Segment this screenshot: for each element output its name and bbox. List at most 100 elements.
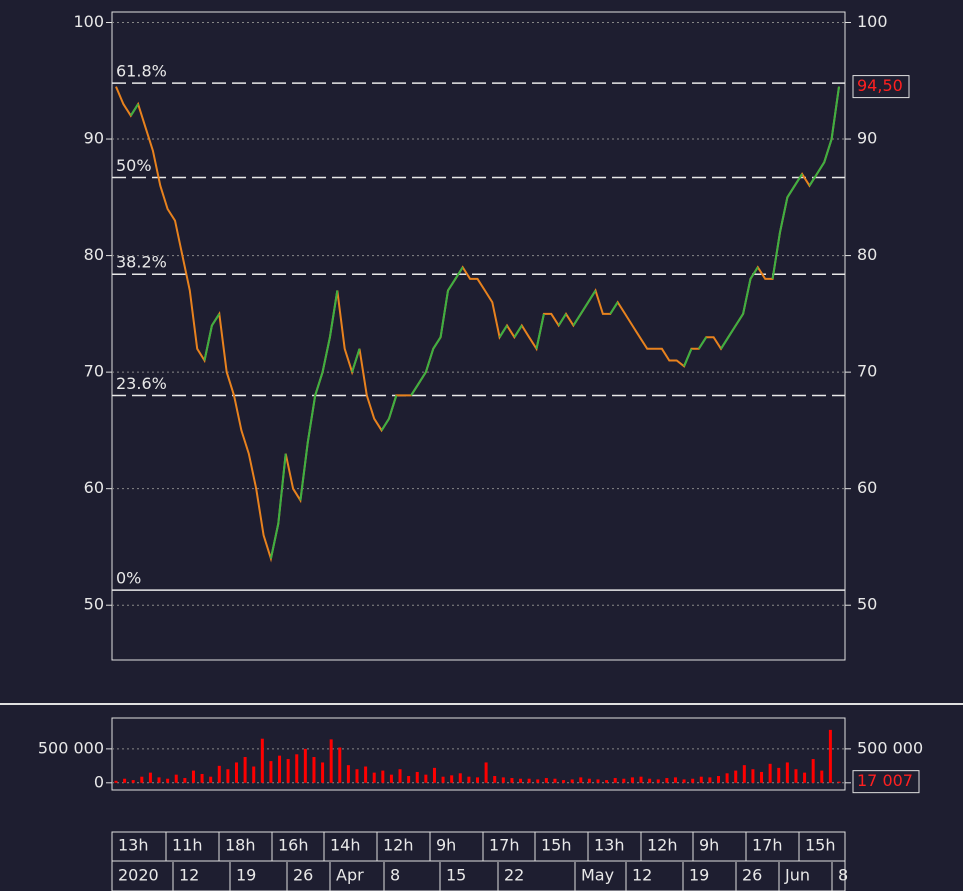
up-segment bbox=[269, 523, 280, 559]
up-segment bbox=[557, 313, 567, 327]
volume-bar bbox=[837, 781, 841, 783]
up-segment bbox=[447, 278, 457, 292]
up-segment bbox=[535, 313, 545, 350]
up-segment bbox=[454, 266, 464, 280]
y-tick-label: 80 bbox=[84, 245, 104, 264]
volume-bar bbox=[665, 778, 669, 783]
volume-bar bbox=[226, 769, 230, 783]
volume-bar bbox=[544, 778, 548, 783]
time-label: 9h bbox=[699, 836, 719, 855]
volume-bar bbox=[536, 779, 540, 783]
up-segment bbox=[417, 371, 427, 385]
time-label: May bbox=[581, 866, 614, 885]
volume-bar bbox=[321, 762, 325, 783]
up-segment bbox=[727, 324, 737, 338]
volume-bar bbox=[114, 780, 118, 783]
time-label: 17h bbox=[489, 836, 520, 855]
volume-bar bbox=[562, 780, 566, 783]
volume-bar bbox=[570, 779, 574, 783]
volume-bar bbox=[252, 766, 256, 783]
up-segment bbox=[749, 266, 759, 280]
up-segment bbox=[587, 290, 597, 303]
volume-frame bbox=[111, 717, 846, 791]
up-segment bbox=[720, 336, 730, 350]
volume-bar bbox=[458, 773, 462, 783]
y-tick-label: 500 000 bbox=[38, 738, 104, 757]
up-segment bbox=[683, 348, 693, 367]
up-segment bbox=[579, 301, 590, 315]
time-label: 17h bbox=[752, 836, 783, 855]
volume-bar bbox=[587, 778, 591, 783]
volume-bar bbox=[811, 759, 815, 783]
up-segment bbox=[203, 325, 213, 361]
up-segment bbox=[129, 103, 139, 117]
y-tick-label: 0 bbox=[94, 772, 104, 791]
fib-label: 0% bbox=[116, 569, 141, 588]
y-tick-label: 500 000 bbox=[857, 738, 923, 757]
up-segment bbox=[314, 371, 324, 396]
volume-bar bbox=[493, 776, 497, 783]
volume-bar bbox=[441, 776, 445, 783]
volume-bar bbox=[157, 777, 161, 783]
up-segment bbox=[572, 313, 582, 327]
last-value-label: 17 007 bbox=[857, 771, 913, 790]
up-segment bbox=[380, 418, 390, 431]
time-label: 16h bbox=[278, 836, 309, 855]
time-label: 9h bbox=[436, 836, 456, 855]
volume-bar bbox=[131, 780, 135, 783]
time-label: Apr bbox=[336, 866, 364, 885]
up-segment bbox=[328, 290, 339, 338]
up-segment bbox=[771, 232, 781, 280]
volume-bar bbox=[596, 779, 600, 783]
volume-bar bbox=[467, 776, 471, 783]
volume-bar bbox=[510, 778, 514, 783]
fib-label: 23.6% bbox=[116, 374, 167, 393]
price-frame bbox=[111, 11, 846, 661]
time-label: 12h bbox=[647, 836, 678, 855]
volume-bar bbox=[639, 776, 643, 783]
y-tick-label: 90 bbox=[84, 129, 104, 148]
up-segment bbox=[299, 441, 309, 501]
volume-bar bbox=[673, 777, 677, 783]
volume-bar bbox=[338, 747, 342, 783]
volume-bar bbox=[768, 763, 772, 783]
up-segment bbox=[816, 161, 826, 175]
y-tick-label: 60 bbox=[84, 478, 104, 497]
volume-bar bbox=[630, 777, 634, 783]
volume-bar bbox=[725, 773, 729, 783]
up-segment bbox=[734, 313, 744, 327]
volume-bar bbox=[605, 780, 609, 783]
volume-bar bbox=[269, 761, 273, 783]
volume-bar bbox=[553, 778, 557, 783]
last-value-label: 94,50 bbox=[857, 76, 903, 95]
volume-bar bbox=[312, 757, 316, 783]
y-tick-label: 50 bbox=[857, 595, 877, 614]
up-segment bbox=[306, 395, 317, 443]
volume-bar bbox=[346, 765, 350, 783]
volume-bar bbox=[389, 774, 393, 783]
up-segment bbox=[351, 348, 361, 373]
time-label: 13h bbox=[594, 836, 625, 855]
volume-bar bbox=[648, 778, 652, 783]
time-label: 15h bbox=[805, 836, 836, 855]
volume-bar bbox=[432, 767, 436, 783]
y-tick-label: 60 bbox=[857, 478, 877, 497]
volume-bar bbox=[260, 738, 264, 783]
up-segment bbox=[830, 86, 840, 140]
y-tick-label: 70 bbox=[857, 362, 877, 381]
up-segment bbox=[779, 197, 789, 233]
volume-bar bbox=[278, 755, 282, 783]
volume-bar bbox=[235, 762, 238, 783]
volume-bar bbox=[820, 770, 824, 783]
time-label: 19 bbox=[236, 866, 256, 885]
up-segment bbox=[321, 336, 331, 373]
up-segment bbox=[742, 278, 752, 315]
volume-bar bbox=[148, 772, 152, 783]
volume-bar bbox=[527, 778, 531, 783]
volume-bar bbox=[355, 769, 359, 783]
y-tick-label: 100 bbox=[73, 12, 104, 31]
time-label: 19 bbox=[689, 866, 709, 885]
volume-bar bbox=[191, 770, 195, 783]
volume-bar bbox=[803, 772, 807, 783]
volume-bar bbox=[243, 757, 247, 783]
